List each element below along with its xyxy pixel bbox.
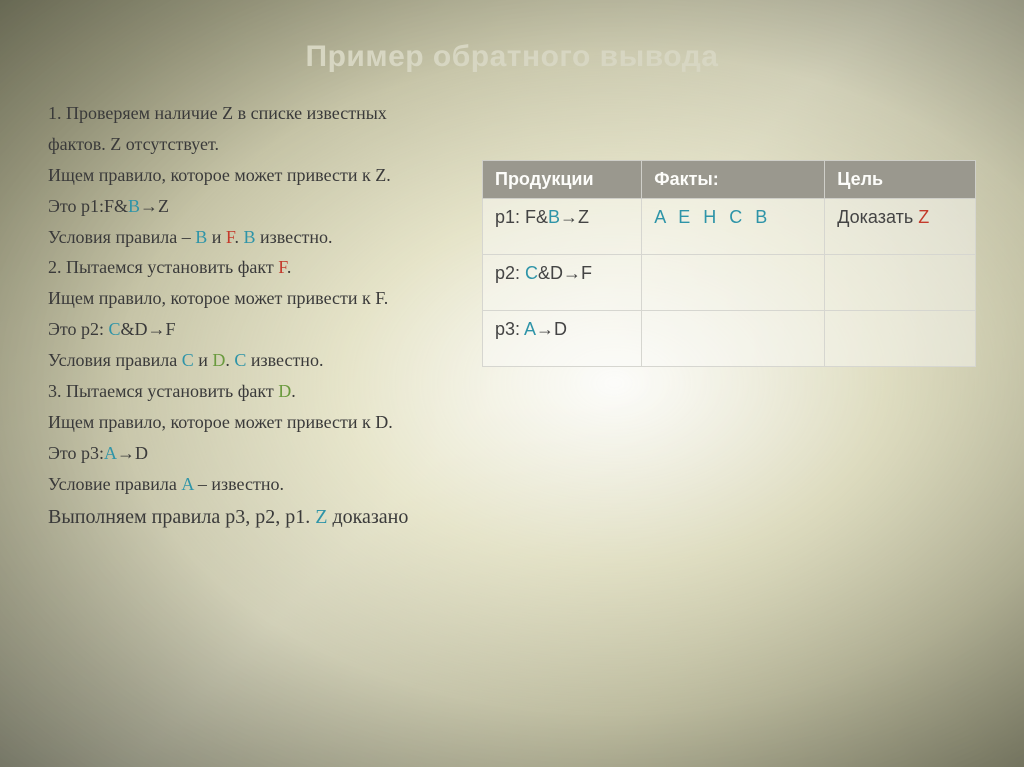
l3-pre: Условия правила – [48,227,195,247]
line-2b: Это p1:F&B→Z [48,193,468,221]
l3-B2: B [243,227,255,247]
l9-pre: Условие правила [48,474,181,494]
r3c1-post: D [554,319,567,339]
line-2a: Ищем правило, которое может привести к Z… [48,162,468,190]
cell-empty [642,255,825,311]
l3-mid1: и [207,227,226,247]
r3c1-pre: p3: [495,319,524,339]
r1c3-pre: Доказать [837,207,918,227]
l6-D: D [212,350,225,370]
l4-post: . [287,257,292,277]
table-column: Продукции Факты: Цель p1: F&B→Z A E H C … [482,100,976,536]
line-10: Выполняем правила p3, p2, p1. Z доказано [48,502,468,533]
r3c1-arrow: → [536,319,554,339]
l5b-mid: &D [121,319,148,339]
line-1a: 1. Проверяем наличие Z в списке известны… [48,100,468,128]
l6-post: известно. [246,350,323,370]
l3-B1: B [195,227,207,247]
l6-C2: C [234,350,246,370]
line-6: Условия правила C и D. C известно. [48,347,468,375]
r1c1-B: B [548,207,560,227]
cell-p2: p2: C&D→F [483,255,642,311]
th-productions: Продукции [483,161,642,199]
l5b-arrow: → [148,319,166,339]
l8b-A: A [104,443,117,463]
line-3: Условия правила – B и F. B известно. [48,224,468,252]
cell-empty [825,255,976,311]
r1c1-post: Z [578,207,589,227]
l5b-pre: Это p2: [48,319,109,339]
line-7: 3. Пытаемся установить факт D. [48,378,468,406]
table-row: p2: C&D→F [483,255,976,311]
r2c1-arrow: → [563,263,581,283]
r1c1-arrow: → [560,207,578,227]
line-5a: Ищем правило, которое может привести к F… [48,285,468,313]
slide-title: Пример обратного вывода [0,40,1024,74]
cell-empty [642,311,825,367]
l10-post: доказано [327,506,408,528]
line-1b: фактов. Z отсутствует. [48,131,468,159]
l8b-post: D [135,443,148,463]
line-4: 2. Пытаемся установить факт F. [48,254,468,282]
l3-post: известно. [255,227,332,247]
r2c1-post: F [581,263,592,283]
cell-goal: Доказать Z [825,199,976,255]
line-8b: Это p3:A→D [48,440,468,468]
line-9: Условие правила A – известно. [48,471,468,499]
cell-p3: p3: A→D [483,311,642,367]
r1c1-pre: p1: F& [495,207,548,227]
l6-mid2: . [225,350,234,370]
l7-pre: 3. Пытаемся установить факт [48,381,278,401]
l6-C1: C [182,350,194,370]
l8b-arrow: → [117,443,135,463]
productions-table: Продукции Факты: Цель p1: F&B→Z A E H C … [482,160,976,367]
l7-post: . [291,381,296,401]
l2b-pre: Это p1:F& [48,196,128,216]
l4-F: F [278,257,287,277]
l5b-C: C [109,319,121,339]
l9-A: A [181,474,193,494]
l9-post: – известно. [193,474,284,494]
l6-pre: Условия правила [48,350,182,370]
r2c1-mid: &D [538,263,563,283]
table-row: p3: A→D [483,311,976,367]
l2b-arrow: → [140,196,158,216]
r2c1-C: C [525,263,538,283]
r2c1-pre: p2: [495,263,525,283]
th-facts: Факты: [642,161,825,199]
cell-facts: A E H C B [642,199,825,255]
content-wrapper: 1. Проверяем наличие Z в списке известны… [0,100,1024,536]
r1c3-Z: Z [918,207,929,227]
text-column: 1. Проверяем наличие Z в списке известны… [48,100,468,536]
cell-p1: p1: F&B→Z [483,199,642,255]
line-8a: Ищем правило, которое может привести к D… [48,409,468,437]
l8b-pre: Это p3: [48,443,104,463]
l10-pre: Выполняем правила p3, p2, p1. [48,506,315,528]
th-goal: Цель [825,161,976,199]
line-5b: Это p2: C&D→F [48,316,468,344]
l2b-B: B [128,196,140,216]
l4-pre: 2. Пытаемся установить факт [48,257,278,277]
l6-mid1: и [194,350,213,370]
table-header-row: Продукции Факты: Цель [483,161,976,199]
l10-Z: Z [315,506,327,528]
l5b-post: F [166,319,176,339]
table-row: p1: F&B→Z A E H C B Доказать Z [483,199,976,255]
l7-D: D [278,381,291,401]
cell-empty [825,311,976,367]
l2b-post: Z [158,196,169,216]
r3c1-A: A [524,319,536,339]
